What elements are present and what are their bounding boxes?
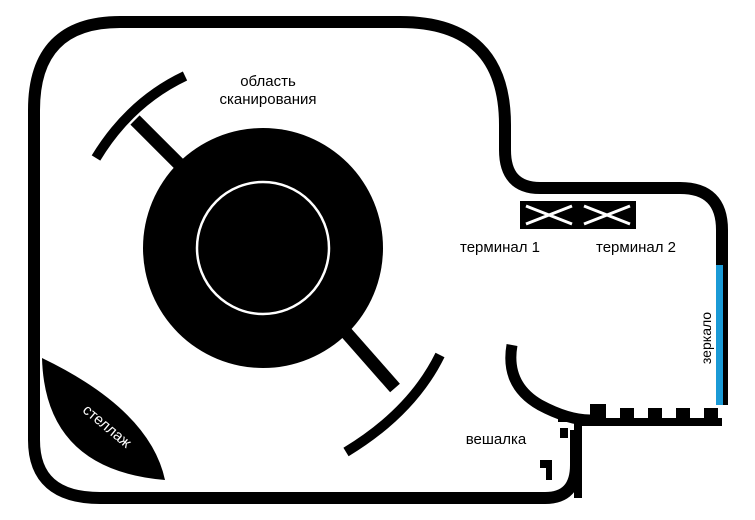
scan-area-label-line2: сканирования [219, 91, 316, 108]
mirror-label: зеркало [698, 312, 714, 364]
outer-wall [120, 16, 728, 405]
dashed-wall [582, 404, 722, 426]
rack-shape [42, 358, 165, 480]
hanger-label: вешалка [466, 431, 527, 448]
terminal-2-icon [578, 201, 636, 229]
inner-wall [505, 344, 600, 426]
terminal-1-label: терминал 1 [460, 239, 540, 256]
mirror-strip [716, 265, 723, 405]
outer-wall-left [28, 16, 582, 504]
scanner-ring-icon [91, 71, 445, 457]
scan-area-label-line1: область [240, 73, 296, 90]
terminal-2-label: терминал 2 [596, 239, 676, 256]
terminal-1-icon [520, 201, 578, 229]
hanger-icon [540, 414, 582, 498]
